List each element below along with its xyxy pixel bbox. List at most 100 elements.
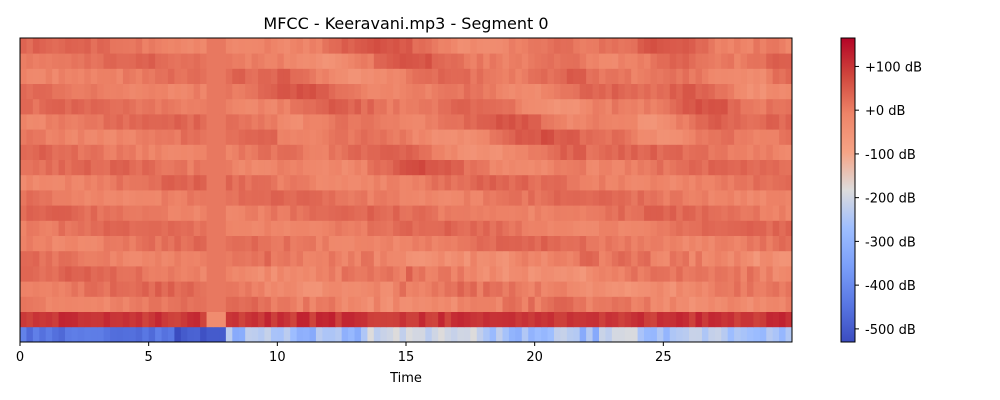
heatmap-cell bbox=[303, 129, 310, 145]
heatmap-cell bbox=[193, 296, 201, 312]
heatmap-cell bbox=[566, 174, 574, 191]
heatmap-cell bbox=[315, 174, 323, 191]
heatmap-cell bbox=[206, 326, 214, 343]
heatmap-cell bbox=[650, 129, 658, 145]
heatmap-cell bbox=[431, 144, 439, 160]
heatmap-cell bbox=[489, 281, 497, 297]
heatmap-cell bbox=[463, 83, 471, 100]
heatmap-cell bbox=[676, 296, 684, 312]
heatmap-cell bbox=[727, 266, 735, 282]
heatmap-cell bbox=[142, 129, 150, 145]
heatmap-cell bbox=[528, 83, 536, 100]
heatmap-cell bbox=[779, 250, 786, 267]
heatmap-cell bbox=[103, 159, 111, 176]
heatmap-cell bbox=[418, 311, 426, 328]
heatmap-cell bbox=[618, 296, 626, 312]
heatmap-cell bbox=[611, 174, 619, 191]
heatmap-cell bbox=[618, 114, 626, 130]
heatmap-cell bbox=[90, 38, 98, 54]
heatmap-cell bbox=[219, 281, 227, 297]
heatmap-cell bbox=[264, 326, 272, 343]
heatmap-cell bbox=[406, 190, 413, 206]
heatmap-cell bbox=[547, 159, 555, 176]
heatmap-cell bbox=[335, 144, 343, 160]
heatmap-cell bbox=[528, 296, 536, 312]
heatmap-cell bbox=[656, 311, 664, 328]
heatmap-cell bbox=[714, 53, 722, 69]
heatmap-cell bbox=[225, 250, 233, 267]
heatmap-cell bbox=[232, 190, 240, 206]
heatmap-cell bbox=[155, 144, 162, 160]
heatmap-cell bbox=[663, 38, 671, 54]
heatmap-cell bbox=[753, 53, 761, 69]
heatmap-cell bbox=[225, 281, 233, 297]
heatmap-cell bbox=[122, 250, 130, 267]
heatmap-cell bbox=[418, 235, 426, 252]
heatmap-cell bbox=[277, 250, 285, 267]
heatmap-cell bbox=[476, 311, 484, 328]
heatmap-cell bbox=[412, 250, 420, 267]
heatmap-cell bbox=[303, 205, 310, 221]
heatmap-cell bbox=[592, 53, 600, 69]
heatmap-cell bbox=[290, 53, 298, 69]
heatmap-cell bbox=[566, 68, 574, 84]
heatmap-cell bbox=[335, 326, 343, 343]
heatmap-cell bbox=[367, 326, 375, 343]
heatmap-cell bbox=[174, 159, 182, 176]
heatmap-cell bbox=[116, 129, 124, 145]
heatmap-cell bbox=[553, 53, 561, 69]
heatmap-cell bbox=[734, 296, 741, 312]
heatmap-cell bbox=[380, 68, 388, 84]
heatmap-cell bbox=[148, 311, 156, 328]
heatmap-cell bbox=[45, 159, 53, 176]
heatmap-cell bbox=[380, 98, 388, 115]
heatmap-cell bbox=[322, 129, 330, 145]
heatmap-cell bbox=[605, 235, 613, 252]
heatmap-cell bbox=[328, 144, 336, 160]
heatmap-cell bbox=[759, 129, 767, 145]
heatmap-cell bbox=[676, 250, 684, 267]
heatmap-cell bbox=[225, 174, 233, 191]
heatmap-cell bbox=[277, 174, 285, 191]
heatmap-cell bbox=[508, 129, 516, 145]
heatmap-cell bbox=[367, 266, 375, 282]
heatmap-cell bbox=[541, 129, 548, 145]
heatmap-cell bbox=[496, 159, 503, 176]
heatmap-cell bbox=[296, 68, 304, 84]
heatmap-cell bbox=[579, 98, 587, 115]
heatmap-cell bbox=[579, 220, 587, 236]
heatmap-cell bbox=[669, 129, 677, 145]
heatmap-cell bbox=[193, 250, 201, 267]
heatmap-cell bbox=[26, 311, 34, 328]
heatmap-cell bbox=[167, 190, 175, 206]
heatmap-cell bbox=[463, 235, 471, 252]
heatmap-cell bbox=[110, 205, 117, 221]
heatmap-cell bbox=[721, 281, 729, 297]
heatmap-cell bbox=[58, 38, 66, 54]
heatmap-cell bbox=[283, 129, 291, 145]
heatmap-cell bbox=[225, 235, 233, 252]
heatmap-cell bbox=[734, 266, 741, 282]
heatmap-cell bbox=[32, 98, 40, 115]
heatmap-cell bbox=[58, 235, 66, 252]
heatmap-cell bbox=[26, 235, 34, 252]
heatmap-cell bbox=[611, 326, 619, 343]
heatmap-cell bbox=[425, 129, 433, 145]
heatmap-cell bbox=[277, 129, 285, 145]
heatmap-cell bbox=[515, 159, 523, 176]
heatmap-cell bbox=[508, 174, 516, 191]
heatmap-cell bbox=[753, 83, 761, 100]
heatmap-cell bbox=[682, 83, 690, 100]
heatmap-cell bbox=[438, 220, 445, 236]
heatmap-cell bbox=[483, 129, 491, 145]
heatmap-cell bbox=[399, 53, 407, 69]
colorbar-tick-label: +0 dB bbox=[865, 104, 905, 119]
heatmap-cell bbox=[200, 250, 207, 267]
heatmap-cell bbox=[785, 281, 793, 297]
heatmap-cell bbox=[219, 144, 227, 160]
heatmap-cell bbox=[238, 220, 246, 236]
heatmap-cell bbox=[669, 38, 677, 54]
heatmap-cell bbox=[161, 174, 169, 191]
heatmap-cell bbox=[45, 296, 53, 312]
